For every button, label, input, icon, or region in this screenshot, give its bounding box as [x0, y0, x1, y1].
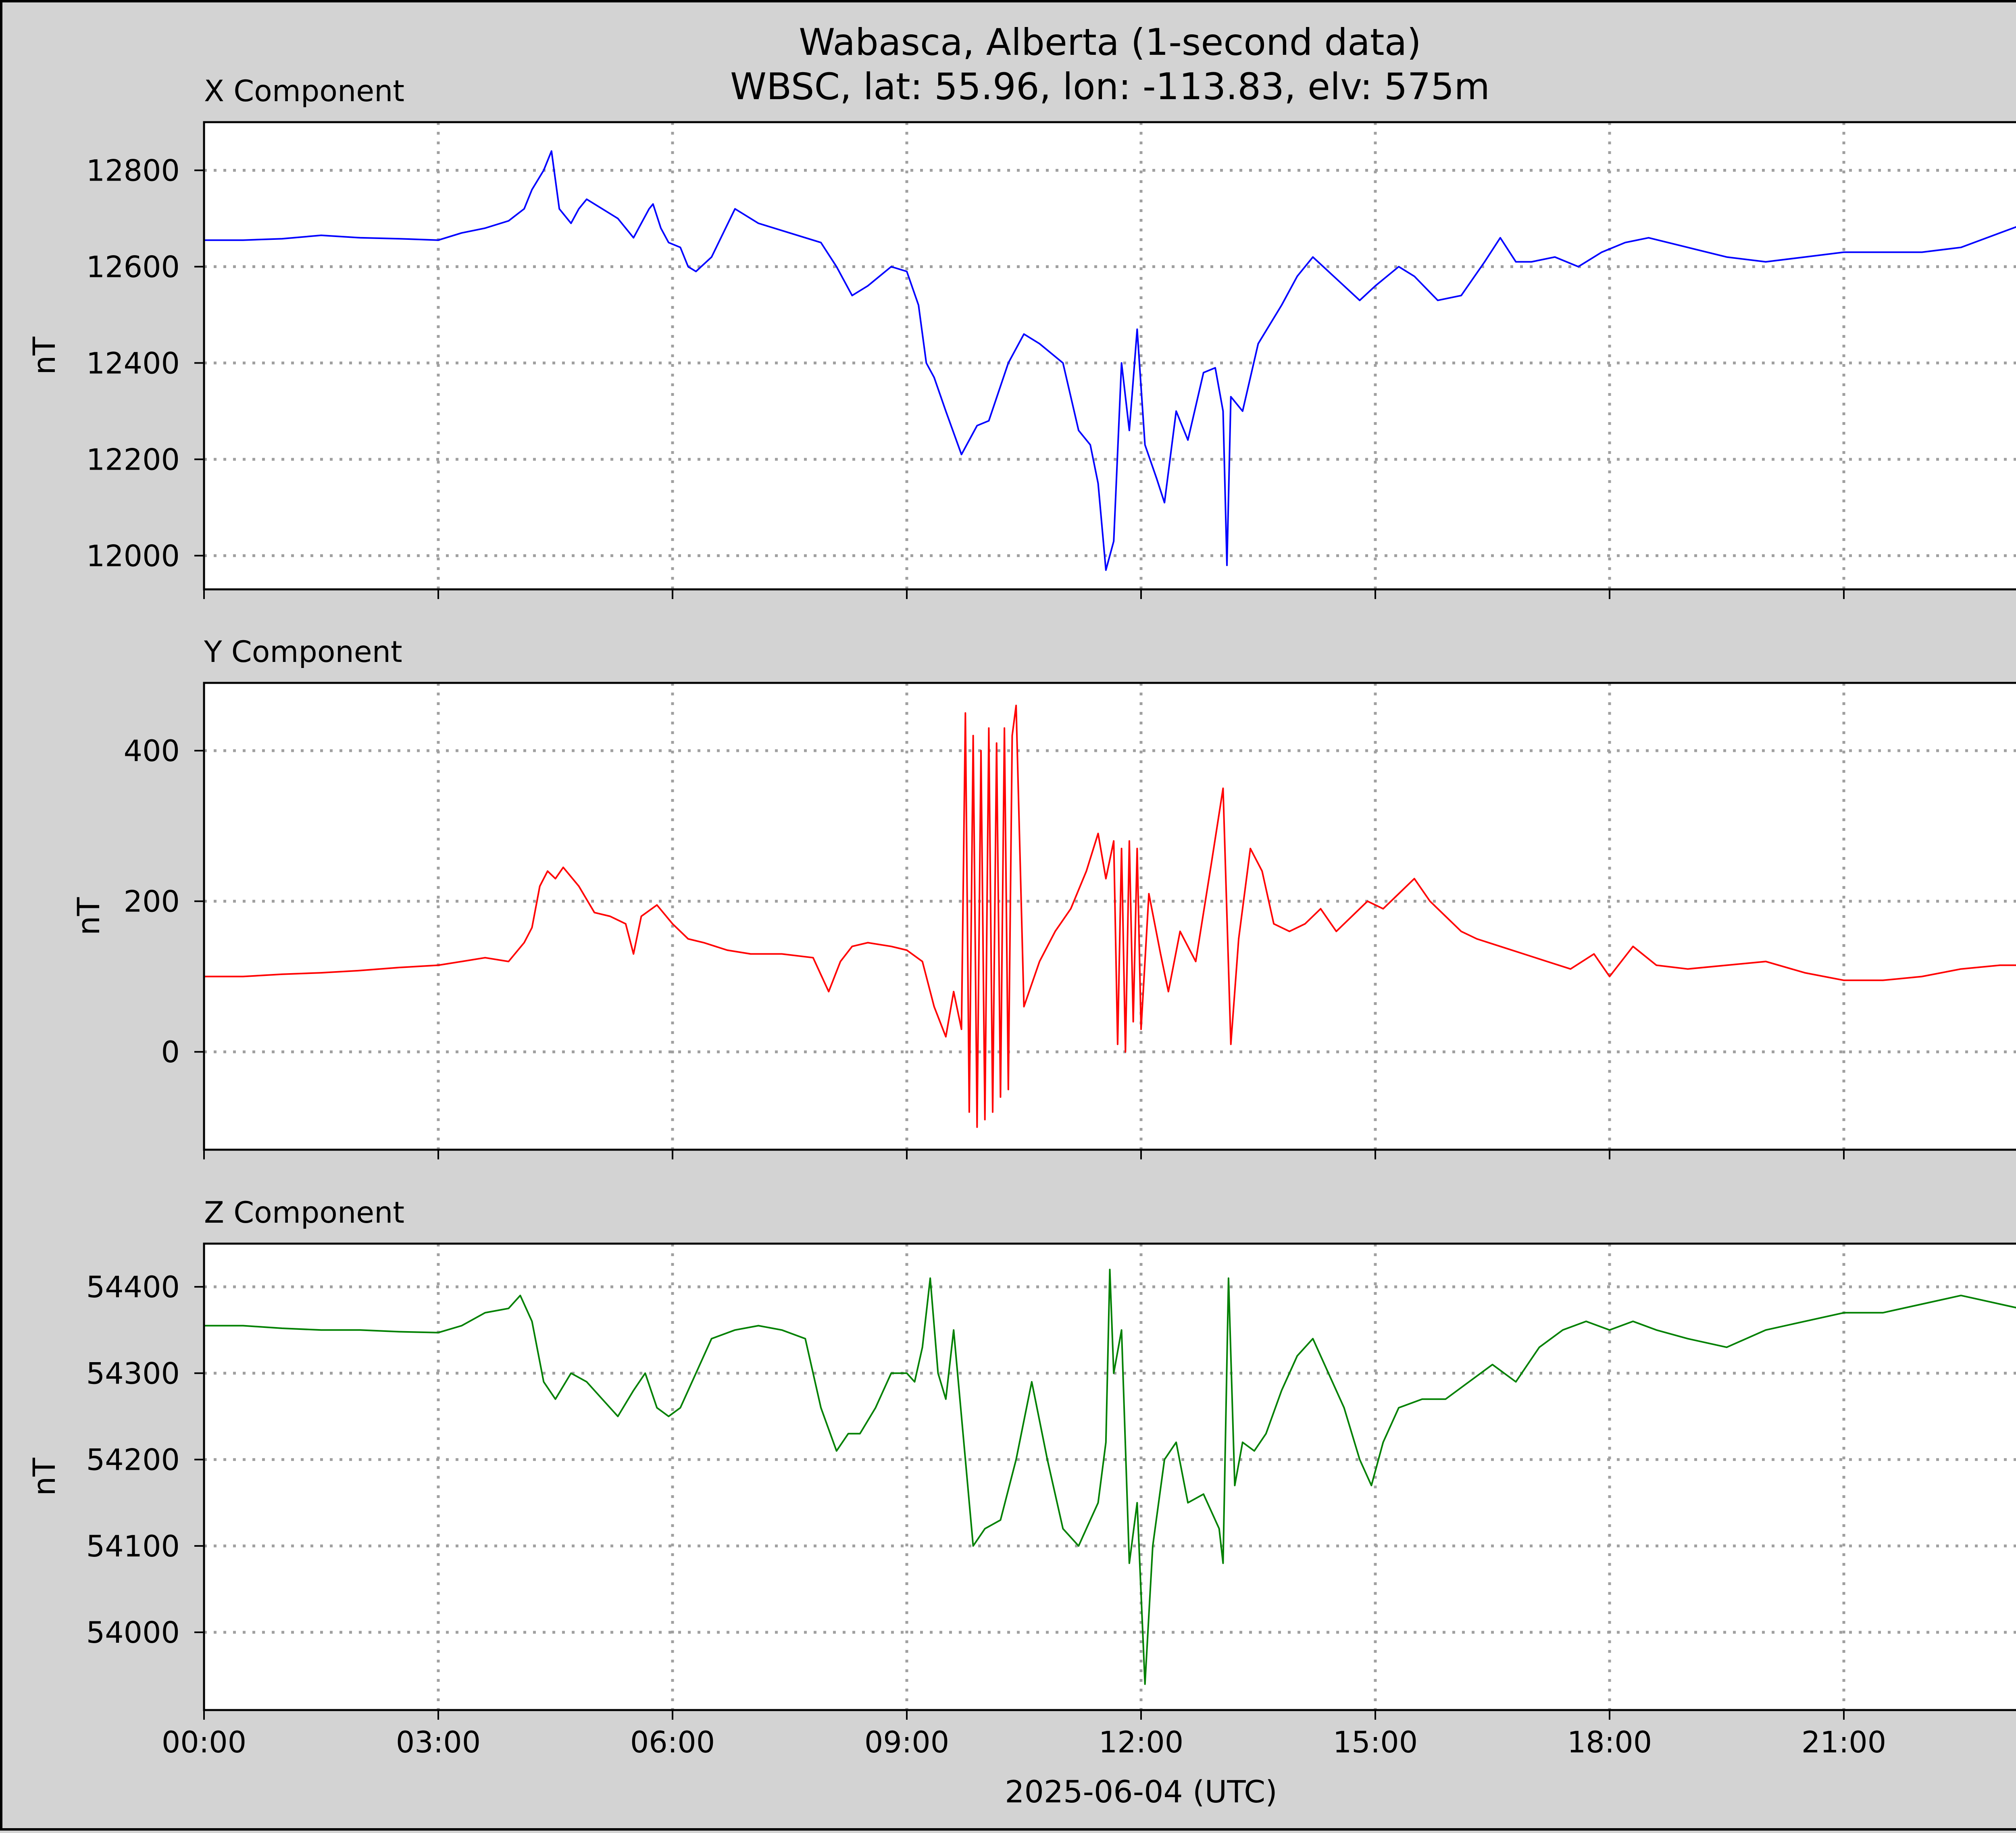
y-tick-label: 54100 — [86, 1529, 180, 1564]
y-tick-label: 12200 — [86, 443, 180, 477]
figure-title-line1: Wabasca, Alberta (1-second data) — [799, 21, 1421, 64]
z-component-panel: 00:00 03:00 06:00 09:00 12:00 15:00 18:00 21:00… — [26, 1196, 2016, 1760]
x-tick-label: 06:00 — [630, 1725, 715, 1760]
y-tick-label: 12400 — [86, 346, 180, 381]
plot-area — [204, 683, 2016, 1150]
y-tick-label: 12000 — [86, 539, 180, 573]
x-component-panel: 12000 12200 12400 12600 12800 X Component nT — [26, 74, 2016, 599]
panels: 12000 12200 12400 12600 12800 X Component nT 0 2… — [26, 74, 2016, 1760]
plot-area — [204, 122, 2016, 589]
y-component-title: Y Component — [204, 635, 402, 669]
x-tick-label: 12:00 — [1099, 1725, 1183, 1760]
y-tick-label: 200 — [124, 885, 180, 919]
plot-frame — [203, 682, 2016, 1151]
y-y-axis-label: nT — [71, 897, 106, 935]
z-component-title: Z Component — [204, 1196, 404, 1230]
y-tick-label: 54400 — [86, 1270, 180, 1305]
x-tick-label: 15:00 — [1333, 1725, 1418, 1760]
y-tick-label: 12600 — [86, 250, 180, 284]
x-tick-label: 03:00 — [396, 1725, 481, 1760]
y-component-series-line — [204, 705, 2016, 1128]
x-tick-label: 21:00 — [1801, 1725, 1886, 1760]
y-tick-label: 400 — [124, 734, 180, 768]
plot-frame — [203, 1242, 2016, 1711]
figure-title-line2: WBSC, lat: 55.96, lon: -113.83, elv: 575… — [730, 66, 1490, 108]
y-tick-label: 54000 — [86, 1616, 180, 1650]
x-axis-label: 2025-06-04 (UTC) — [1005, 1774, 1277, 1810]
y-component-panel: 0 200 400 Y Component nT — [71, 635, 2016, 1159]
x-y-axis-label: nT — [26, 337, 62, 375]
x-component-series-line — [204, 150, 2016, 571]
x-tick-label: 00:00 — [162, 1725, 246, 1760]
y-tick-label: 0 — [161, 1035, 180, 1069]
plot-area — [204, 1244, 2016, 1710]
x-component-title: X Component — [204, 74, 404, 108]
z-y-axis-label: nT — [26, 1458, 62, 1496]
y-tick-label: 54200 — [86, 1443, 180, 1477]
y-tick-label: 54300 — [86, 1357, 180, 1391]
plot-frame — [203, 121, 2016, 591]
x-tick-label: 09:00 — [864, 1725, 949, 1760]
z-component-series-line — [204, 1269, 2016, 1685]
y-tick-label: 12800 — [86, 154, 180, 188]
x-tick-label: 18:00 — [1567, 1725, 1652, 1760]
